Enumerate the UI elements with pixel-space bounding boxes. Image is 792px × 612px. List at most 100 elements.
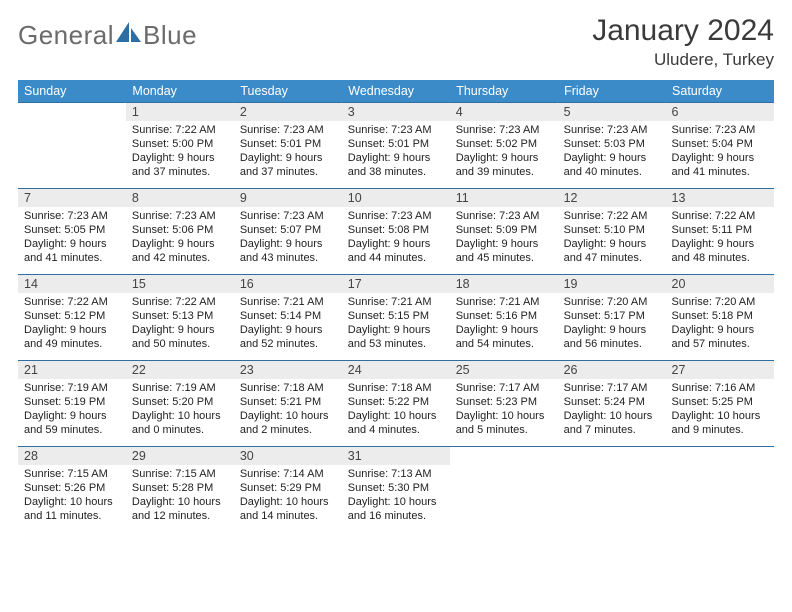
sunset-line: Sunset: 5:19 PM <box>24 395 120 409</box>
daylight-line: Daylight: 9 hours and 41 minutes. <box>672 151 768 179</box>
sail-icon <box>116 20 142 51</box>
sunrise-line: Sunrise: 7:14 AM <box>240 467 336 481</box>
calendar-cell: 22Sunrise: 7:19 AMSunset: 5:20 PMDayligh… <box>126 361 234 447</box>
calendar-row: 14Sunrise: 7:22 AMSunset: 5:12 PMDayligh… <box>18 275 774 361</box>
day-details: Sunrise: 7:22 AMSunset: 5:12 PMDaylight:… <box>18 293 126 355</box>
calendar-cell <box>18 103 126 189</box>
calendar-cell: 30Sunrise: 7:14 AMSunset: 5:29 PMDayligh… <box>234 447 342 533</box>
calendar-cell: 1Sunrise: 7:22 AMSunset: 5:00 PMDaylight… <box>126 103 234 189</box>
daylight-line: Daylight: 9 hours and 53 minutes. <box>348 323 444 351</box>
brand-part1: General <box>18 20 114 51</box>
day-number: 27 <box>666 361 774 379</box>
weekday-header-row: Sunday Monday Tuesday Wednesday Thursday… <box>18 80 774 103</box>
sunrise-line: Sunrise: 7:22 AM <box>564 209 660 223</box>
calendar-cell: 5Sunrise: 7:23 AMSunset: 5:03 PMDaylight… <box>558 103 666 189</box>
calendar-page: General Blue January 2024 Uludere, Turke… <box>0 0 792 533</box>
daylight-line: Daylight: 9 hours and 59 minutes. <box>24 409 120 437</box>
sunset-line: Sunset: 5:08 PM <box>348 223 444 237</box>
day-details: Sunrise: 7:22 AMSunset: 5:10 PMDaylight:… <box>558 207 666 269</box>
calendar-cell: 23Sunrise: 7:18 AMSunset: 5:21 PMDayligh… <box>234 361 342 447</box>
day-number: 18 <box>450 275 558 293</box>
sunrise-line: Sunrise: 7:23 AM <box>348 209 444 223</box>
day-number: 22 <box>126 361 234 379</box>
daylight-line: Daylight: 9 hours and 52 minutes. <box>240 323 336 351</box>
day-number: 19 <box>558 275 666 293</box>
calendar-cell: 8Sunrise: 7:23 AMSunset: 5:06 PMDaylight… <box>126 189 234 275</box>
sunrise-line: Sunrise: 7:23 AM <box>564 123 660 137</box>
day-details: Sunrise: 7:23 AMSunset: 5:05 PMDaylight:… <box>18 207 126 269</box>
calendar-row: 1Sunrise: 7:22 AMSunset: 5:00 PMDaylight… <box>18 103 774 189</box>
day-number: 21 <box>18 361 126 379</box>
calendar-cell: 27Sunrise: 7:16 AMSunset: 5:25 PMDayligh… <box>666 361 774 447</box>
sunset-line: Sunset: 5:17 PM <box>564 309 660 323</box>
calendar-cell: 10 Sunrise: 7:23 AMSunset: 5:08 PMDayligh… <box>342 189 450 275</box>
day-number <box>666 447 774 465</box>
sunset-line: Sunset: 5:05 PM <box>24 223 120 237</box>
sunset-line: Sunset: 5:18 PM <box>672 309 768 323</box>
sunrise-line: Sunrise: 7:23 AM <box>240 123 336 137</box>
sunset-line: Sunset: 5:03 PM <box>564 137 660 151</box>
day-number: 17 <box>342 275 450 293</box>
weekday-header: Thursday <box>450 80 558 103</box>
daylight-line: Daylight: 9 hours and 50 minutes. <box>132 323 228 351</box>
sunrise-line: Sunrise: 7:19 AM <box>24 381 120 395</box>
daylight-line: Daylight: 9 hours and 37 minutes. <box>132 151 228 179</box>
day-number <box>18 103 126 121</box>
day-number: 8 <box>126 189 234 207</box>
calendar-table: Sunday Monday Tuesday Wednesday Thursday… <box>18 80 774 533</box>
calendar-row: 21Sunrise: 7:19 AMSunset: 5:19 PMDayligh… <box>18 361 774 447</box>
page-header: General Blue January 2024 Uludere, Turke… <box>18 14 774 70</box>
sunrise-line: Sunrise: 7:21 AM <box>348 295 444 309</box>
day-details: Sunrise: 7:23 AMSunset: 5:06 PMDaylight:… <box>126 207 234 269</box>
sunrise-line: Sunrise: 7:23 AM <box>348 123 444 137</box>
location-label: Uludere, Turkey <box>592 50 774 70</box>
sunset-line: Sunset: 5:02 PM <box>456 137 552 151</box>
calendar-cell: 7Sunrise: 7:23 AMSunset: 5:05 PMDaylight… <box>18 189 126 275</box>
weekday-header: Monday <box>126 80 234 103</box>
day-number: 16 <box>234 275 342 293</box>
day-details: Sunrise: 7:14 AMSunset: 5:29 PMDaylight:… <box>234 465 342 527</box>
sunrise-line: Sunrise: 7:23 AM <box>24 209 120 223</box>
daylight-line: Daylight: 9 hours and 44 minutes. <box>348 237 444 265</box>
sunset-line: Sunset: 5:20 PM <box>132 395 228 409</box>
sunrise-line: Sunrise: 7:22 AM <box>132 123 228 137</box>
calendar-cell: 11Sunrise: 7:23 AMSunset: 5:09 PMDayligh… <box>450 189 558 275</box>
daylight-line: Daylight: 9 hours and 37 minutes. <box>240 151 336 179</box>
day-details: Sunrise: 7:21 AMSunset: 5:14 PMDaylight:… <box>234 293 342 355</box>
day-number: 5 <box>558 103 666 121</box>
day-details: Sunrise: 7:20 AMSunset: 5:17 PMDaylight:… <box>558 293 666 355</box>
daylight-line: Daylight: 10 hours and 0 minutes. <box>132 409 228 437</box>
day-details: Sunrise: 7:16 AMSunset: 5:25 PMDaylight:… <box>666 379 774 441</box>
calendar-cell <box>558 447 666 533</box>
day-details: Sunrise: 7:23 AMSunset: 5:03 PMDaylight:… <box>558 121 666 183</box>
calendar-cell: 3Sunrise: 7:23 AMSunset: 5:01 PMDaylight… <box>342 103 450 189</box>
day-number: 4 <box>450 103 558 121</box>
sunrise-line: Sunrise: 7:22 AM <box>132 295 228 309</box>
day-details: Sunrise: 7:20 AMSunset: 5:18 PMDaylight:… <box>666 293 774 355</box>
sunset-line: Sunset: 5:26 PM <box>24 481 120 495</box>
brand-part2: Blue <box>143 20 197 51</box>
day-number: 6 <box>666 103 774 121</box>
day-details: Sunrise: 7:22 AMSunset: 5:00 PMDaylight:… <box>126 121 234 183</box>
calendar-cell: 14Sunrise: 7:22 AMSunset: 5:12 PMDayligh… <box>18 275 126 361</box>
daylight-line: Daylight: 10 hours and 2 minutes. <box>240 409 336 437</box>
day-details: Sunrise: 7:23 AMSunset: 5:04 PMDaylight:… <box>666 121 774 183</box>
day-number: 3 <box>342 103 450 121</box>
day-number <box>558 447 666 465</box>
calendar-cell: 19Sunrise: 7:20 AMSunset: 5:17 PMDayligh… <box>558 275 666 361</box>
weekday-header: Tuesday <box>234 80 342 103</box>
daylight-line: Daylight: 9 hours and 41 minutes. <box>24 237 120 265</box>
day-number: 30 <box>234 447 342 465</box>
sunset-line: Sunset: 5:28 PM <box>132 481 228 495</box>
sunrise-line: Sunrise: 7:16 AM <box>672 381 768 395</box>
day-details: Sunrise: 7:19 AMSunset: 5:19 PMDaylight:… <box>18 379 126 441</box>
daylight-line: Daylight: 10 hours and 9 minutes. <box>672 409 768 437</box>
day-details: Sunrise: 7:13 AMSunset: 5:30 PMDaylight:… <box>342 465 450 527</box>
daylight-line: Daylight: 9 hours and 47 minutes. <box>564 237 660 265</box>
day-number: 29 <box>126 447 234 465</box>
calendar-cell: 20Sunrise: 7:20 AMSunset: 5:18 PMDayligh… <box>666 275 774 361</box>
day-details: Sunrise: 7:23 AMSunset: 5:02 PMDaylight:… <box>450 121 558 183</box>
daylight-line: Daylight: 9 hours and 54 minutes. <box>456 323 552 351</box>
day-number: 10 <box>342 189 450 207</box>
sunset-line: Sunset: 5:12 PM <box>24 309 120 323</box>
